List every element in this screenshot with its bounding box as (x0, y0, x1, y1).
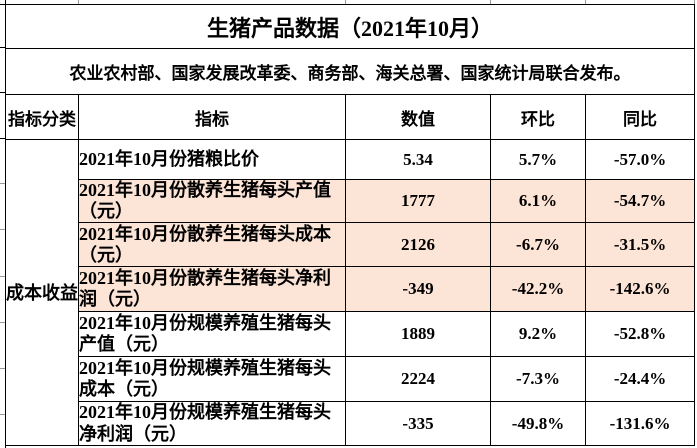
value-cell[interactable]: 1777 (345, 178, 491, 224)
indicator-cell[interactable]: 2021年10月份散养生猪每头成本（元） (78, 222, 346, 268)
gridline-stub (585, 0, 586, 4)
gridline-stub (5, 0, 6, 4)
indicator-cell[interactable]: 2021年10月份猪粮比价 (78, 139, 346, 180)
gridline-stub (5, 445, 6, 448)
value-cell[interactable]: 1889 (345, 311, 491, 358)
yoy-cell[interactable]: -57.0% (584, 139, 696, 180)
table-row: 2021年10月份散养生猪每头净利润（元） -349 -42.2% -142.6… (6, 266, 696, 313)
table-row: 2021年10月份散养生猪每头产值（元） 1777 6.1% -54.7% (6, 178, 696, 224)
value-cell[interactable]: 5.34 (345, 139, 491, 180)
yoy-cell[interactable]: -31.5% (584, 222, 696, 268)
yoy-cell[interactable]: -52.8% (584, 311, 696, 358)
indicator-cell[interactable]: 2021年10月份规模养殖生猪每头净利润（元） (78, 401, 346, 446)
indicator-cell[interactable]: 2021年10月份散养生猪每头产值（元） (78, 178, 346, 224)
value-cell[interactable]: 2224 (345, 356, 491, 403)
category-cell[interactable]: 成本收益 (5, 139, 79, 446)
gridline-stub (0, 4, 5, 5)
subtitle-row: 农业农村部、国家发展改革委、商务部、海关总署、国家统计局联合发布。 (4, 48, 696, 95)
table-row: 2021年10月份规模养殖生猪每头净利润（元） -335 -49.8% -131… (6, 401, 696, 446)
gridline-stub (0, 138, 5, 139)
value-cell[interactable]: -349 (345, 266, 491, 313)
title-row: 生猪产品数据（2021年10月） (4, 4, 696, 49)
gridline-stub (0, 368, 5, 369)
value-cell[interactable]: 2126 (345, 222, 491, 268)
header-row: 指标分类 指标 数值 环比 同比 (5, 94, 696, 140)
col-header-indicator[interactable]: 指标 (78, 94, 346, 140)
mom-cell[interactable]: 5.7% (490, 139, 586, 180)
gridline-stub (0, 276, 5, 277)
table-row: 成本收益 2021年10月份猪粮比价 5.34 5.7% -57.0% (5, 139, 696, 446)
mom-cell[interactable]: 6.1% (490, 178, 586, 224)
gridline-stub (0, 229, 5, 230)
table-row: 2021年10月份散养生猪每头成本（元） 2126 -6.7% -31.5% (6, 222, 696, 268)
mom-cell[interactable]: -7.3% (490, 356, 586, 403)
gridline-stub (0, 92, 5, 93)
indicator-cell[interactable]: 2021年10月份规模养殖生猪每头产值（元） (78, 311, 346, 358)
indicator-cell[interactable]: 2021年10月份散养生猪每头净利润（元） (78, 266, 346, 313)
col-header-value[interactable]: 数值 (345, 94, 491, 140)
gridline-stub (694, 0, 695, 4)
gridline-stub (0, 47, 5, 48)
gridline-stub (0, 183, 5, 184)
value-cell[interactable]: -335 (345, 401, 491, 446)
yoy-cell[interactable]: -131.6% (584, 401, 696, 446)
mom-cell[interactable]: -6.7% (490, 222, 586, 268)
col-header-yoy[interactable]: 同比 (584, 94, 696, 140)
yoy-cell[interactable]: -142.6% (584, 266, 696, 313)
gridline-stub (490, 0, 491, 4)
col-header-category[interactable]: 指标分类 (5, 94, 79, 140)
indicator-cell[interactable]: 2021年10月份规模养殖生猪每头成本（元） (78, 356, 346, 403)
gridline-stub (78, 0, 79, 4)
mom-cell[interactable]: -49.8% (490, 401, 586, 446)
table-title[interactable]: 生猪产品数据（2021年10月） (4, 4, 696, 49)
yoy-cell[interactable]: -24.4% (584, 356, 696, 403)
mom-cell[interactable]: 9.2% (490, 311, 586, 358)
col-header-mom[interactable]: 环比 (490, 94, 586, 140)
gridline-stub (0, 322, 5, 323)
yoy-cell[interactable]: -54.7% (584, 178, 696, 224)
gridline-stub (0, 414, 5, 415)
table-row: 2021年10月份规模养殖生猪每头成本（元） 2224 -7.3% -24.4% (6, 356, 696, 403)
table-row: 2021年10月份规模养殖生猪每头产值（元） 1889 9.2% -52.8% (6, 311, 696, 358)
pig-data-table: 生猪产品数据（2021年10月） 农业农村部、国家发展改革委、商务部、海关总署、… (4, 4, 696, 446)
gridline-stub (345, 0, 346, 4)
publisher-note[interactable]: 农业农村部、国家发展改革委、商务部、海关总署、国家统计局联合发布。 (4, 48, 696, 95)
mom-cell[interactable]: -42.2% (490, 266, 586, 313)
